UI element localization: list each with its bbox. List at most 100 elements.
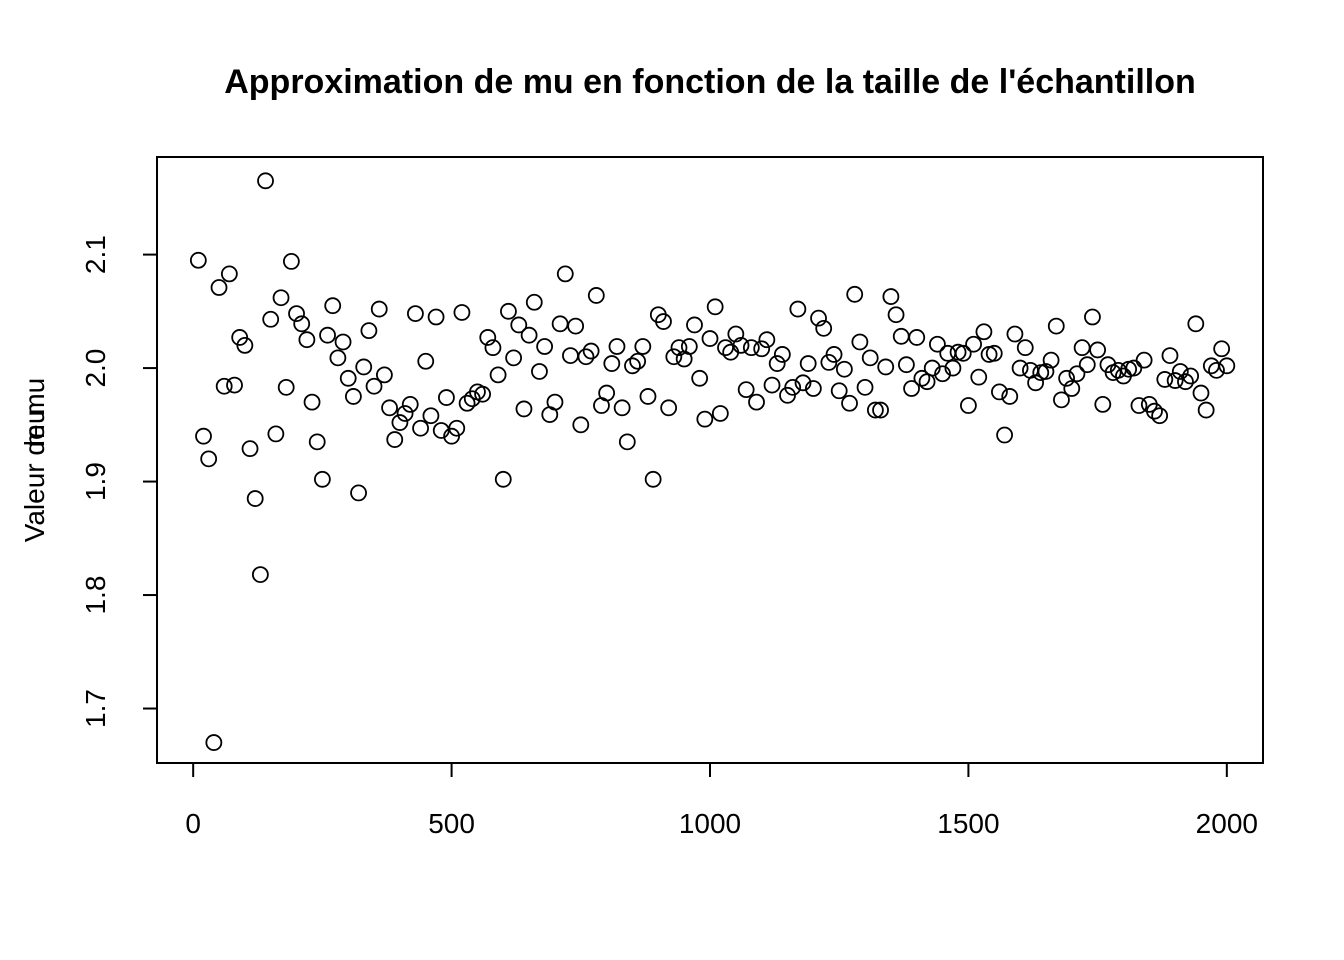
data-point (768, 355, 786, 372)
data-point (324, 297, 342, 315)
data-point (655, 313, 672, 330)
data-point (288, 305, 305, 323)
data-point (210, 279, 228, 296)
data-point (484, 339, 502, 357)
data-point (531, 363, 548, 380)
data-point (401, 395, 419, 413)
data-point (897, 356, 915, 374)
y-tick-label: 1.8 (80, 576, 111, 615)
data-point (789, 300, 807, 318)
data-point (908, 329, 926, 346)
data-point (489, 366, 507, 384)
data-point (960, 397, 977, 414)
data-point (965, 335, 982, 353)
data-point (582, 342, 600, 360)
data-point (572, 416, 590, 434)
data-point (944, 359, 962, 377)
data-point (350, 484, 367, 502)
data-point (1161, 347, 1179, 364)
data-point (479, 329, 497, 346)
data-point (892, 327, 910, 345)
data-point (887, 306, 905, 324)
data-point (458, 394, 476, 412)
data-point (804, 380, 822, 397)
y-axis: 1.7 1.8 1.9 2.0 2.1 (80, 235, 158, 728)
data-point (1182, 367, 1200, 385)
data-point (748, 393, 765, 411)
data-point (1042, 351, 1060, 369)
data-point (329, 349, 347, 367)
data-point (546, 393, 564, 411)
data-point (872, 401, 889, 419)
data-point (272, 289, 290, 307)
data-point (732, 336, 750, 354)
data-point (1073, 339, 1091, 357)
data-point (427, 308, 445, 326)
data-point (241, 440, 259, 458)
x-axis: 0 500 1000 1500 2000 (185, 762, 1258, 839)
data-point (1177, 373, 1194, 391)
x-tick-label: 2000 (1196, 808, 1258, 839)
data-point (551, 315, 569, 333)
data-point (308, 433, 326, 451)
data-point (660, 399, 678, 417)
data-point (1089, 341, 1107, 359)
data-point (267, 425, 285, 443)
data-point (923, 359, 941, 377)
data-point (567, 317, 585, 335)
data-point (360, 322, 378, 340)
data-point (680, 338, 698, 355)
data-point (448, 419, 466, 437)
data-point (1156, 371, 1174, 388)
y-axis-labels: Valeur de mu mu (19, 378, 50, 542)
data-point (205, 734, 223, 751)
data-point (1078, 356, 1096, 374)
data-point (975, 323, 993, 341)
data-point (257, 172, 274, 190)
y-tick-label: 1.7 (80, 689, 111, 728)
data-point (262, 310, 280, 328)
data-point (277, 378, 295, 396)
data-point (1208, 361, 1225, 379)
data-point (370, 300, 388, 318)
data-point (195, 427, 212, 445)
data-point (189, 251, 207, 269)
data-point (1058, 369, 1076, 387)
data-point (246, 490, 264, 507)
data-point (629, 352, 647, 370)
x-tick-label: 1000 (679, 808, 741, 839)
data-point (866, 401, 884, 419)
plot-frame (156, 156, 1264, 764)
data-point (313, 470, 331, 488)
data-point (810, 309, 827, 327)
data-point (608, 338, 626, 355)
data-point (644, 470, 662, 488)
data-point (376, 366, 393, 384)
data-point (293, 315, 311, 333)
data-point (929, 335, 946, 353)
data-point (603, 355, 621, 372)
data-point (903, 380, 920, 397)
data-point (251, 566, 269, 584)
data-point (500, 302, 517, 320)
data-point (577, 348, 595, 366)
data-point (562, 347, 579, 364)
data-point (200, 450, 218, 468)
data-point (1053, 391, 1070, 409)
data-point (298, 331, 316, 349)
data-point (365, 377, 383, 395)
data-point (861, 349, 879, 367)
data-point (334, 333, 352, 351)
data-point (742, 339, 760, 357)
data-point (355, 358, 373, 376)
data-point (856, 378, 874, 396)
data-point (1125, 359, 1143, 377)
data-point (1011, 359, 1029, 377)
data-point (556, 265, 574, 283)
data-point (830, 382, 848, 400)
data-point (505, 349, 523, 367)
data-point (1016, 339, 1034, 357)
data-point (282, 253, 300, 270)
data-point (520, 326, 538, 344)
